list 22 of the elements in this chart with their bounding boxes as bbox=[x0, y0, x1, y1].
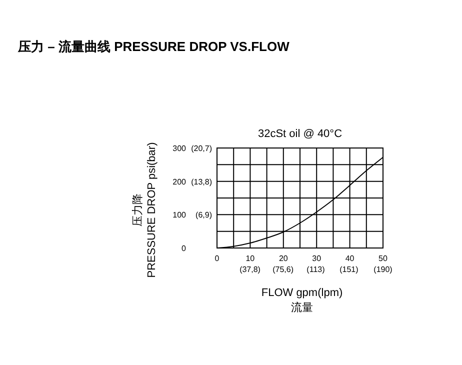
y2-tick-label: (20,7) bbox=[191, 144, 212, 153]
chart-subtitle: 32cSt oil @ 40°C bbox=[258, 128, 342, 140]
y-axis-title: 压力降 PRESSURE DROP psi(bar) bbox=[131, 142, 158, 278]
x2-tick-label: (113) bbox=[306, 265, 326, 274]
x-tick-label: 40 bbox=[345, 254, 355, 263]
y2-tick-label: (13,8) bbox=[191, 177, 212, 186]
x-axis-title: FLOW gpm(lpm) 流量 bbox=[261, 287, 343, 314]
y-tick-label: 0 bbox=[182, 244, 187, 253]
x-tick-label: 0 bbox=[214, 254, 220, 263]
x-tick-label: 20 bbox=[278, 254, 288, 263]
chart-title: 压力 – 流量曲线 PRESSURE DROP VS.FLOW bbox=[17, 39, 290, 54]
x2-tick-label: (75,6) bbox=[272, 265, 294, 274]
y-tick-label: 100 bbox=[172, 210, 187, 220]
x-tick-label: 30 bbox=[312, 254, 322, 263]
y2-tick-label: (6,9) bbox=[196, 210, 212, 220]
x2-tick-label: (190) bbox=[374, 265, 393, 274]
x-tick-label: 10 bbox=[246, 254, 256, 263]
y-tick-label: 200 bbox=[172, 177, 187, 186]
x2-tick-label: (151) bbox=[340, 265, 359, 274]
y-tick-label: 300 bbox=[172, 144, 187, 153]
x-tick-label: 50 bbox=[378, 254, 388, 263]
x2-tick-label: (37,8) bbox=[240, 265, 261, 274]
